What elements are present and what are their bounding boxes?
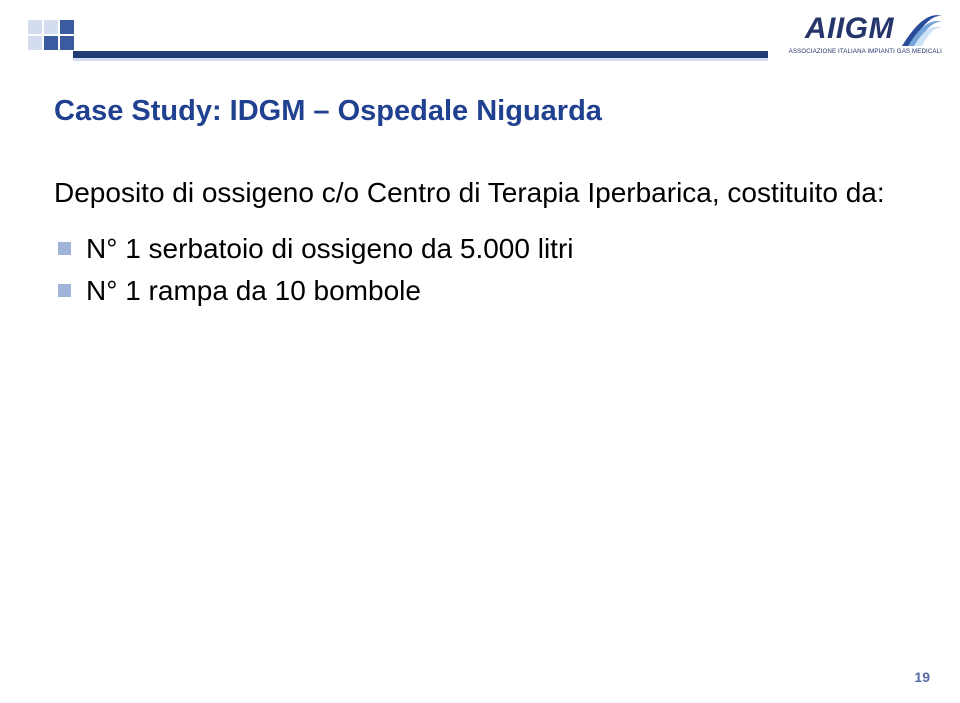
logo-swoosh-icon bbox=[896, 8, 942, 50]
intro-text: Deposito di ossigeno c/o Centro di Terap… bbox=[54, 175, 904, 210]
header-rule-dark bbox=[73, 51, 768, 58]
list-item: N° 1 serbatoio di ossigeno da 5.000 litr… bbox=[54, 228, 904, 270]
bullet-list: N° 1 serbatoio di ossigeno da 5.000 litr… bbox=[54, 228, 904, 312]
slide-title: Case Study: IDGM – Ospedale Niguarda bbox=[54, 95, 602, 128]
list-item: N° 1 rampa da 10 bombole bbox=[54, 270, 904, 312]
page-number: 19 bbox=[914, 669, 930, 685]
slide-body: Deposito di ossigeno c/o Centro di Terap… bbox=[54, 175, 904, 312]
header-rule-light bbox=[73, 58, 768, 61]
slide-header: AIIGM ASSOCIAZIONE ITALIANA IMPIANTI GAS… bbox=[0, 0, 960, 85]
logo: AIIGM ASSOCIAZIONE ITALIANA IMPIANTI GAS… bbox=[777, 8, 942, 68]
logo-text: AIIGM bbox=[805, 12, 894, 46]
corner-decoration bbox=[28, 20, 74, 50]
